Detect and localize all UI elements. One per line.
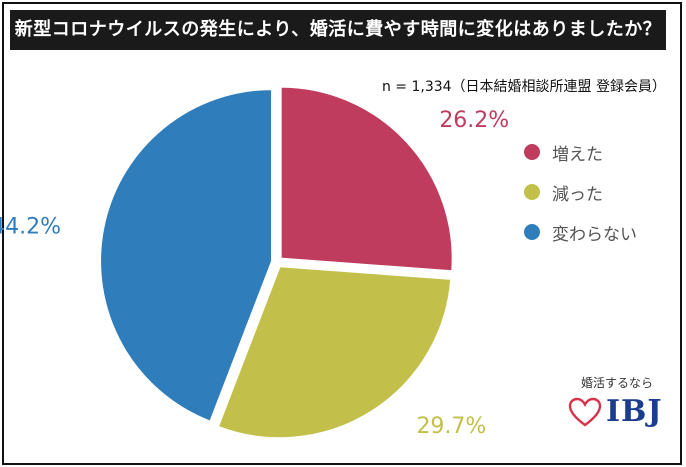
pie-slice-increased	[279, 85, 454, 273]
legend-swatch-increased	[524, 144, 540, 160]
pie-value-labels: 26.2% 29.7% 44.2%	[0, 108, 509, 439]
logo-text: IBJ	[606, 394, 663, 429]
sample-size-note: n = 1,334（日本結婚相談所連盟 登録会員）	[381, 79, 666, 95]
legend-swatch-decreased	[524, 184, 540, 200]
value-label-increased: 26.2%	[439, 108, 509, 133]
logo-tagline: 婚活するなら	[580, 376, 653, 390]
value-label-unchanged: 44.2%	[0, 214, 61, 239]
legend: 増えた 減った 変わらない	[524, 132, 637, 252]
legend-item-unchanged: 変わらない	[524, 212, 637, 252]
logo-mark: IBJ	[568, 394, 663, 429]
pie-slices	[99, 85, 454, 440]
legend-label-unchanged: 変わらない	[552, 224, 637, 245]
legend-swatch-unchanged	[524, 224, 540, 240]
pie-slice-decreased	[216, 265, 453, 440]
legend-label-decreased: 減った	[552, 184, 603, 205]
chart-title: 新型コロナウイルスの発生により、婚活に費やす時間に変化はありましたか？	[10, 10, 666, 50]
legend-item-increased: 増えた	[524, 132, 637, 172]
ibj-logo: 婚活するなら IBJ	[562, 374, 672, 444]
value-label-decreased: 29.7%	[416, 414, 486, 439]
legend-item-decreased: 減った	[524, 172, 637, 212]
pie-slice-unchanged	[99, 88, 274, 423]
legend-label-increased: 増えた	[552, 144, 603, 165]
heart-icon	[568, 397, 602, 426]
